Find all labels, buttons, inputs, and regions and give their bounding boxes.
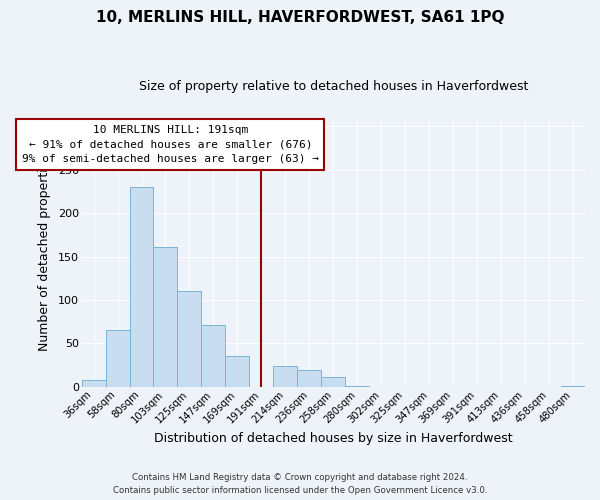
Bar	[298, 370, 321, 386]
Bar	[154, 247, 178, 386]
X-axis label: Distribution of detached houses by size in Haverfordwest: Distribution of detached houses by size …	[154, 432, 512, 445]
Title: Size of property relative to detached houses in Haverfordwest: Size of property relative to detached ho…	[139, 80, 528, 93]
Text: Contains HM Land Registry data © Crown copyright and database right 2024.
Contai: Contains HM Land Registry data © Crown c…	[113, 474, 487, 495]
Bar	[82, 380, 106, 386]
Bar	[106, 330, 130, 386]
Bar	[178, 291, 202, 386]
Bar	[226, 356, 250, 386]
Text: 10 MERLINS HILL: 191sqm
← 91% of detached houses are smaller (676)
9% of semi-de: 10 MERLINS HILL: 191sqm ← 91% of detache…	[22, 124, 319, 164]
Bar	[321, 377, 345, 386]
Bar	[274, 366, 298, 386]
Bar	[202, 325, 226, 386]
Y-axis label: Number of detached properties: Number of detached properties	[38, 154, 51, 350]
Text: 10, MERLINS HILL, HAVERFORDWEST, SA61 1PQ: 10, MERLINS HILL, HAVERFORDWEST, SA61 1P…	[96, 10, 504, 25]
Bar	[130, 187, 154, 386]
